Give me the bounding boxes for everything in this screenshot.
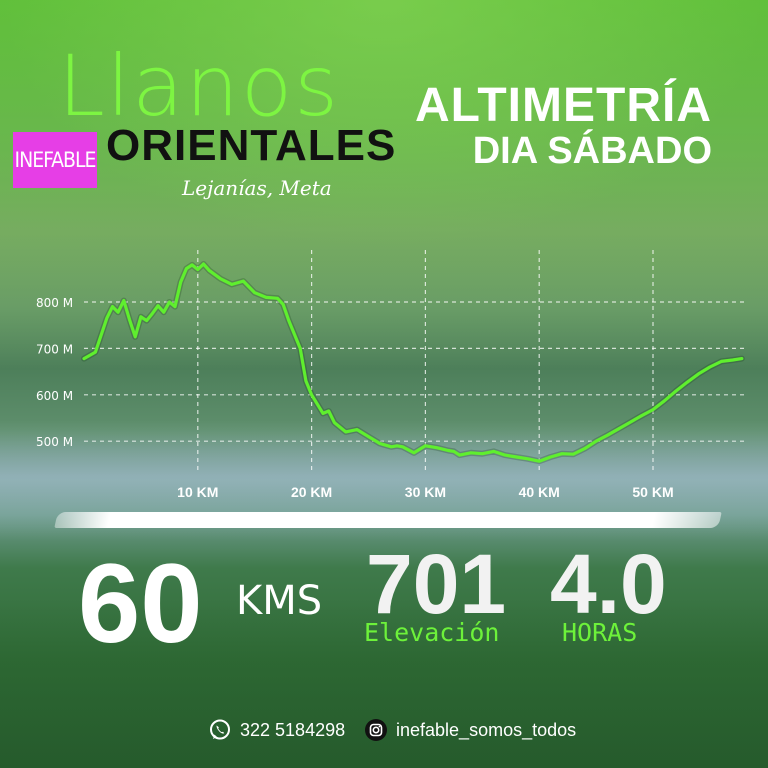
brand-location: Lejanías, Meta [182,176,332,200]
headline-line2: DIA SÁBADO [472,130,712,172]
y-tick-label: 500 M [36,435,73,449]
distance-unit: KMS [236,578,323,624]
hours-label: HORAS [562,618,638,647]
contact-phone[interactable]: 322 5184298 [208,716,345,744]
x-tick-label: 50 KM [632,484,673,500]
hours-value: 4.0 [550,537,667,631]
phone-number: 322 5184298 [240,719,346,740]
elevation-series-line [82,262,744,463]
x-tick-label: 40 KM [519,484,560,500]
x-tick-label: 10 KM [177,484,218,500]
brand-title: Llanos [58,37,341,135]
y-tick-label: 800 M [36,296,73,310]
distance-value: 60 [78,541,203,666]
series-lines [81,261,745,465]
elevation-label: Elevación [364,618,500,647]
y-tick-label: 700 M [36,342,73,356]
x-tick-label: 30 KM [405,484,446,500]
brand-subtitle: ORIENTALES [106,121,397,170]
social-handle: inefable_somos_todos [396,719,577,740]
series-line-shadow [81,261,745,465]
x-axis-labels: 10 KM 20 KM 30 KM 40 KM 50 KM [177,484,673,500]
y-tick-label: 600 M [36,389,73,403]
chart-grid [84,250,744,470]
elevation-value: 701 [366,537,507,631]
headline: ALTIMETRÍA DIA SÁBADO [414,79,712,172]
brand-tag: INEFABLE [13,132,97,188]
whatsapp-icon [210,719,230,740]
instagram-icon [365,719,387,741]
headline-line1: ALTIMETRÍA [414,79,712,132]
contact-social[interactable]: inefable_somos_todos [364,716,576,744]
y-axis-labels: 500 M 600 M 700 M 800 M [36,296,73,449]
divider-brush [54,512,722,528]
x-tick-label: 20 KM [291,484,332,500]
